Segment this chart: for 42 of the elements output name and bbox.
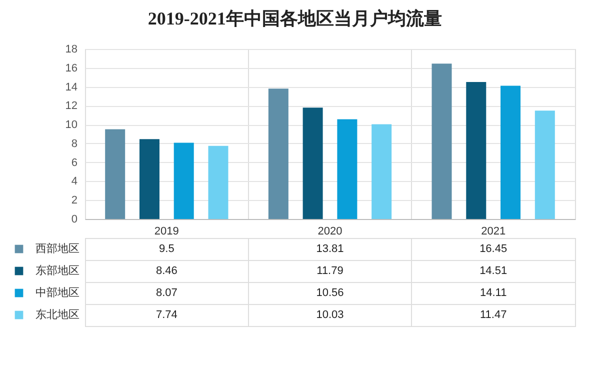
y-tick-label: 0 [71,214,78,226]
y-tick-label: 12 [65,100,78,112]
data-label: 13.81 [316,243,344,255]
y-tick-label: 4 [71,176,78,188]
x-tick-label: 2019 [154,226,179,238]
bar [372,124,392,219]
legend-label: 东北地区 [36,308,80,321]
data-label: 10.56 [316,287,344,299]
x-tick-label: 2021 [481,226,506,238]
data-label: 11.79 [316,265,344,277]
y-tick-label: 6 [71,156,78,169]
y-tick-label: 18 [65,44,78,56]
bar [534,110,555,219]
bar [302,108,323,219]
x-tick-label: 2020 [318,226,342,238]
data-label: 8.07 [156,287,178,299]
chart-title: 2019-2021年中国各地区当月户均流量 [148,8,442,28]
y-tick-label: 8 [71,138,78,150]
bar [432,64,452,219]
y-tick-label: 14 [65,81,78,94]
legend-label: 中部地区 [36,286,80,299]
bar [208,146,228,219]
legend-label: 西部地区 [36,242,80,255]
data-label: 11.47 [480,309,507,321]
data-label: 16.45 [480,243,508,255]
y-tick-label: 10 [65,119,78,132]
bar [268,88,288,219]
data-label: 10.03 [316,309,344,321]
bar [139,139,160,219]
y-tick-label: 16 [65,62,78,74]
data-label: 14.51 [480,265,508,277]
y-tick-label: 2 [71,194,78,207]
data-label: 7.74 [156,309,178,321]
data-label: 9.5 [159,243,174,255]
legend-label: 东部地区 [36,264,80,277]
bar [337,119,358,219]
bar [174,142,194,219]
bar [466,82,486,219]
data-label: 8.46 [156,265,178,277]
data-label: 14.11 [480,287,507,299]
bar [105,129,126,219]
bar [500,86,521,219]
